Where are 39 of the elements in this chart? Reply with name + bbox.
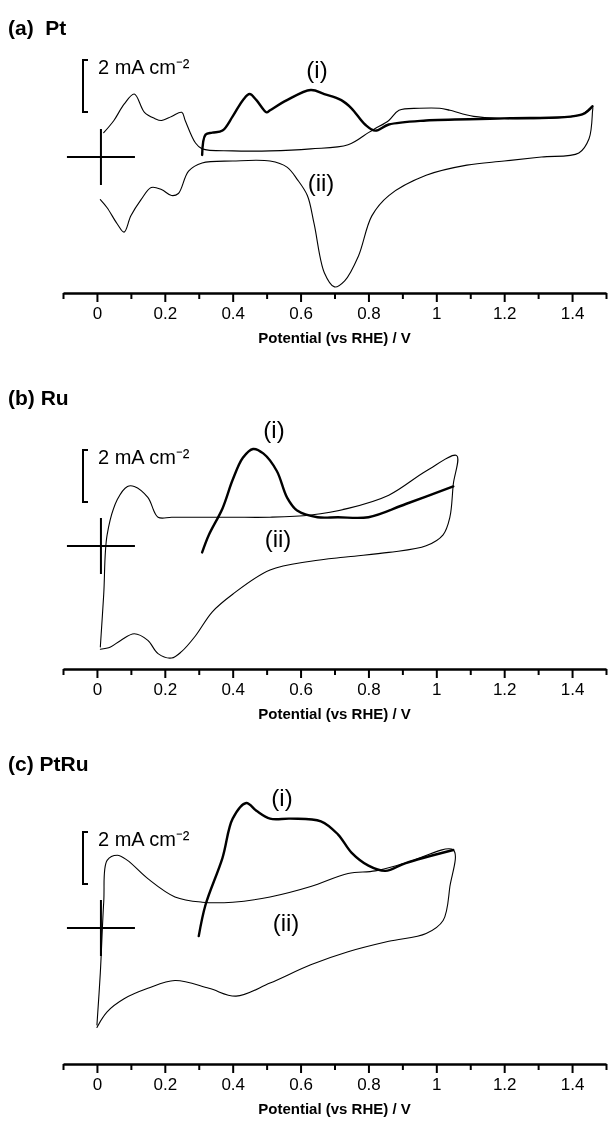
x-tick-label: 1 <box>432 680 442 700</box>
chart-title: (b) Ru <box>8 386 69 409</box>
x-tick-label: 0.4 <box>221 680 246 700</box>
text: 2 mA cm⁻² <box>98 56 190 78</box>
x-tick-label: 0.6 <box>289 304 313 324</box>
x-tick-label: 0 <box>92 680 103 700</box>
chart-title: (c) PtRu <box>8 752 89 775</box>
x-tick-label: 1.4 <box>560 680 585 700</box>
x-tick-label: 1 <box>432 304 442 324</box>
x-tick-label: 1.2 <box>492 680 517 700</box>
x-tick-label: 0.8 <box>357 680 381 700</box>
x-tick-label: 0.2 <box>153 680 178 700</box>
annotation: 2 mA cm⁻² <box>98 828 190 850</box>
x-tick-label: 1 <box>432 1075 442 1095</box>
x-axis-title: Potential (vs RHE) / V <box>258 705 411 722</box>
series-label: (i) <box>271 784 293 812</box>
x-tick-label: 0.4 <box>221 304 246 324</box>
x-tick-label: 1.4 <box>560 304 585 324</box>
x-tick-label: 0.6 <box>289 1075 313 1095</box>
x-tick-label: 1.2 <box>492 1075 517 1095</box>
x-tick-label: 0 <box>92 304 103 324</box>
series-label: (ii) <box>264 525 292 553</box>
x-tick-label: 0.8 <box>357 1075 381 1095</box>
x-tick-label: 1.2 <box>492 304 517 324</box>
x-axis-title: Potential (vs RHE) / V <box>258 1100 411 1117</box>
x-axis-title: Potential (vs RHE) / V <box>258 329 411 346</box>
series-label: (ii) <box>307 169 335 197</box>
x-tick-label: 0.2 <box>153 1075 178 1095</box>
x-tick-label: 0.6 <box>289 680 313 700</box>
x-tick-label: 0.4 <box>221 1075 246 1095</box>
x-tick-label: 0 <box>92 1075 103 1095</box>
x-tick-label: 1.4 <box>560 1075 585 1095</box>
series-label: (ii) <box>272 909 300 937</box>
chart-title: (a) Pt <box>8 16 67 39</box>
x-tick-label: 0.8 <box>357 304 381 324</box>
series-label: (i) <box>263 416 285 444</box>
series-label: (i) <box>306 56 328 84</box>
annotation: 2 mA cm⁻² <box>98 446 190 468</box>
x-tick-label: 0.2 <box>153 304 178 324</box>
